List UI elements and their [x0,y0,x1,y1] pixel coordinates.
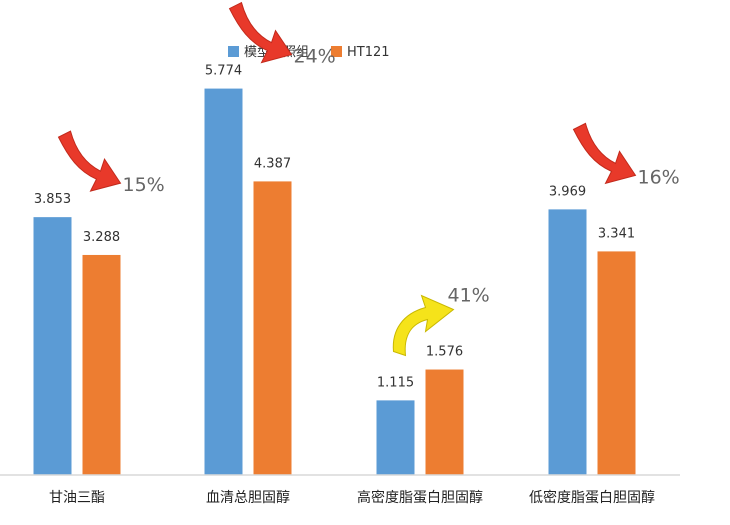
legend-swatch [331,46,342,57]
bar-ht121-1 [82,254,121,475]
value-label: 5.774 [205,64,242,79]
value-label: 1.115 [377,375,414,390]
bar-control-4 [548,209,587,475]
percent-change-label: 24% [294,46,336,68]
value-label: 1.576 [426,345,463,360]
percent-change-label: 41% [448,285,490,307]
bar-ht121-3 [425,369,464,475]
value-labels-group: 3.853 3.288 5.774 4.387 1.115 1.576 3.969 3.341 [34,64,635,391]
legend-swatch [228,46,239,57]
bar-control-1 [33,217,72,475]
value-label: 3.341 [598,226,635,241]
value-label: 3.969 [549,184,586,199]
category-label: 甘油三酯 [49,490,105,506]
category-labels-group: 甘油三酯 血清总胆固醇 高密度脂蛋白胆固醇 低密度脂蛋白胆固醇 [49,489,655,506]
value-label: 3.853 [34,192,71,207]
category-label: 高密度脂蛋白胆固醇 [357,489,483,506]
bar-control-2 [204,88,243,475]
legend-label: HT121 [347,45,390,60]
value-label: 3.288 [83,230,120,245]
decrease-arrow-icon [573,122,636,184]
bar-ht121-2 [253,181,292,476]
bar-control-3 [376,400,415,475]
decrease-arrow-icon [58,130,121,192]
percent-change-label: 16% [638,166,680,188]
category-label: 血清总胆固醇 [206,489,290,506]
value-label: 4.387 [254,156,291,171]
annotations-group: 15% 24% 41% 16% [58,2,680,357]
percent-change-label: 15% [123,174,165,196]
bar-ht121-4 [597,251,636,475]
category-label: 低密度脂蛋白胆固醇 [529,489,655,506]
bars-group [33,88,636,476]
